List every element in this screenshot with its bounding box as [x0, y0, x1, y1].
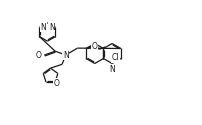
Text: N: N	[63, 50, 68, 59]
Text: O: O	[35, 50, 41, 59]
Text: N: N	[40, 23, 46, 32]
Text: O: O	[53, 79, 59, 88]
Text: Cl: Cl	[111, 53, 119, 62]
Text: O: O	[91, 42, 97, 51]
Text: N: N	[109, 65, 114, 74]
Text: N: N	[49, 23, 54, 32]
